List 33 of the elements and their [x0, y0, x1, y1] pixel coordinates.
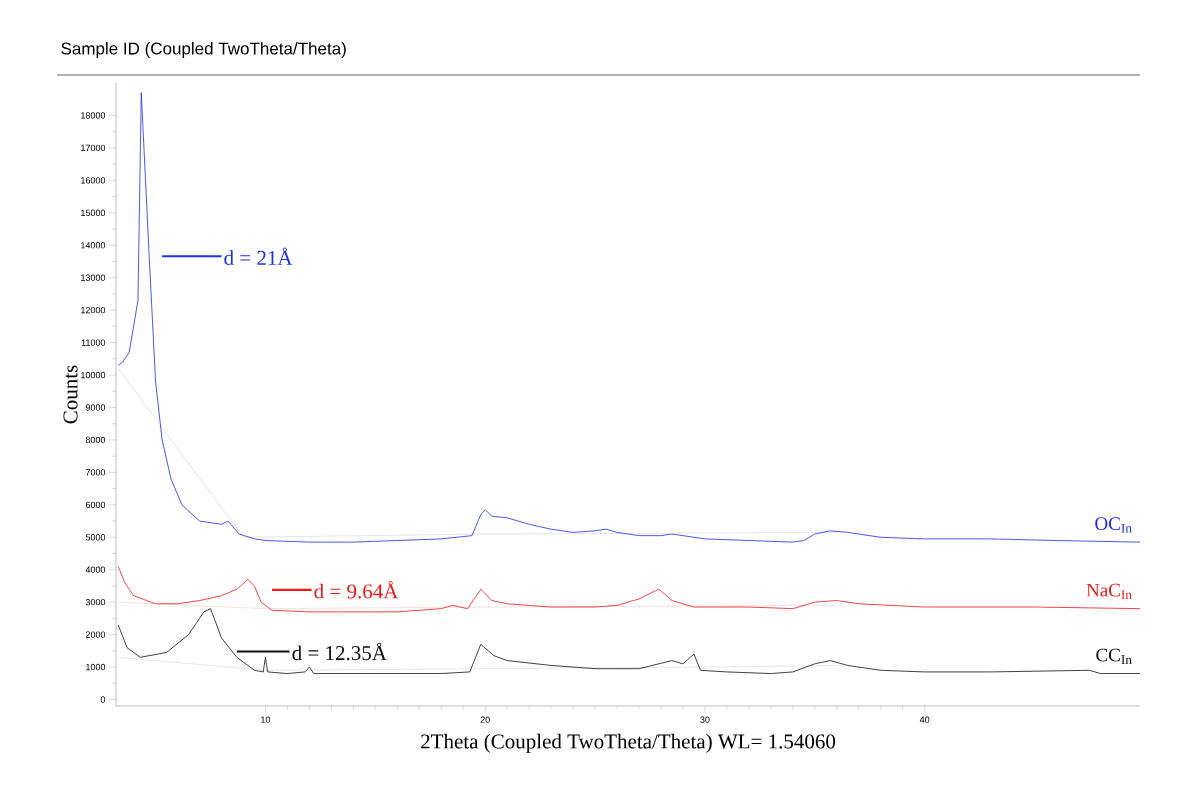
y-tick-label: 17000 [81, 144, 106, 152]
line-series [117, 368, 838, 538]
x-tick-label: 20 [480, 716, 490, 723]
series-label: OC$_{In}$ [1095, 517, 1132, 533]
y-tick-label: 3000 [85, 598, 106, 606]
x-tick-label: 30 [700, 716, 710, 723]
y-tick-label: 5000 [85, 534, 106, 541]
annotation: d = 12.35Å [292, 642, 387, 661]
y-tick-label: 12000 [81, 306, 106, 314]
series-label: NaC$_{In}$ [1086, 583, 1132, 600]
y-tick-label: 16000 [81, 177, 106, 184]
y-tick-label: 14000 [81, 242, 106, 249]
y-tick-label: 7000 [85, 469, 106, 476]
x-tick-label: 10 [261, 716, 271, 723]
x-tick-label: 40 [919, 716, 930, 723]
annotation: d = 9.64Å [314, 581, 399, 599]
y-tick-label: 15000 [81, 209, 106, 216]
y-tick-label: 4000 [85, 566, 106, 573]
y-tick-label: 13000 [81, 274, 106, 281]
y-tick-label: 10000 [81, 371, 106, 379]
y-tick-label: 6000 [85, 501, 106, 509]
y-axis-title: Counts [63, 365, 78, 424]
y-tick-label: 0 [100, 696, 106, 703]
chart-title: Sample ID (Coupled TwoTheta/Theta) [61, 42, 346, 58]
y-tick-label: 11000 [81, 339, 106, 346]
y-tick-label: 2000 [85, 631, 106, 638]
y-tick-label: 9000 [85, 404, 106, 411]
y-tick-label: 1000 [86, 663, 106, 671]
y-tick-label: 8000 [85, 436, 106, 444]
annotation: d = 21Å [224, 247, 293, 265]
x-axis-title: 2Theta (Coupled TwoTheta/Theta) WL= 1.54060 [421, 733, 836, 753]
y-tick-label: 18000 [81, 112, 106, 119]
series-label: CC$_{In}$ [1096, 648, 1132, 665]
